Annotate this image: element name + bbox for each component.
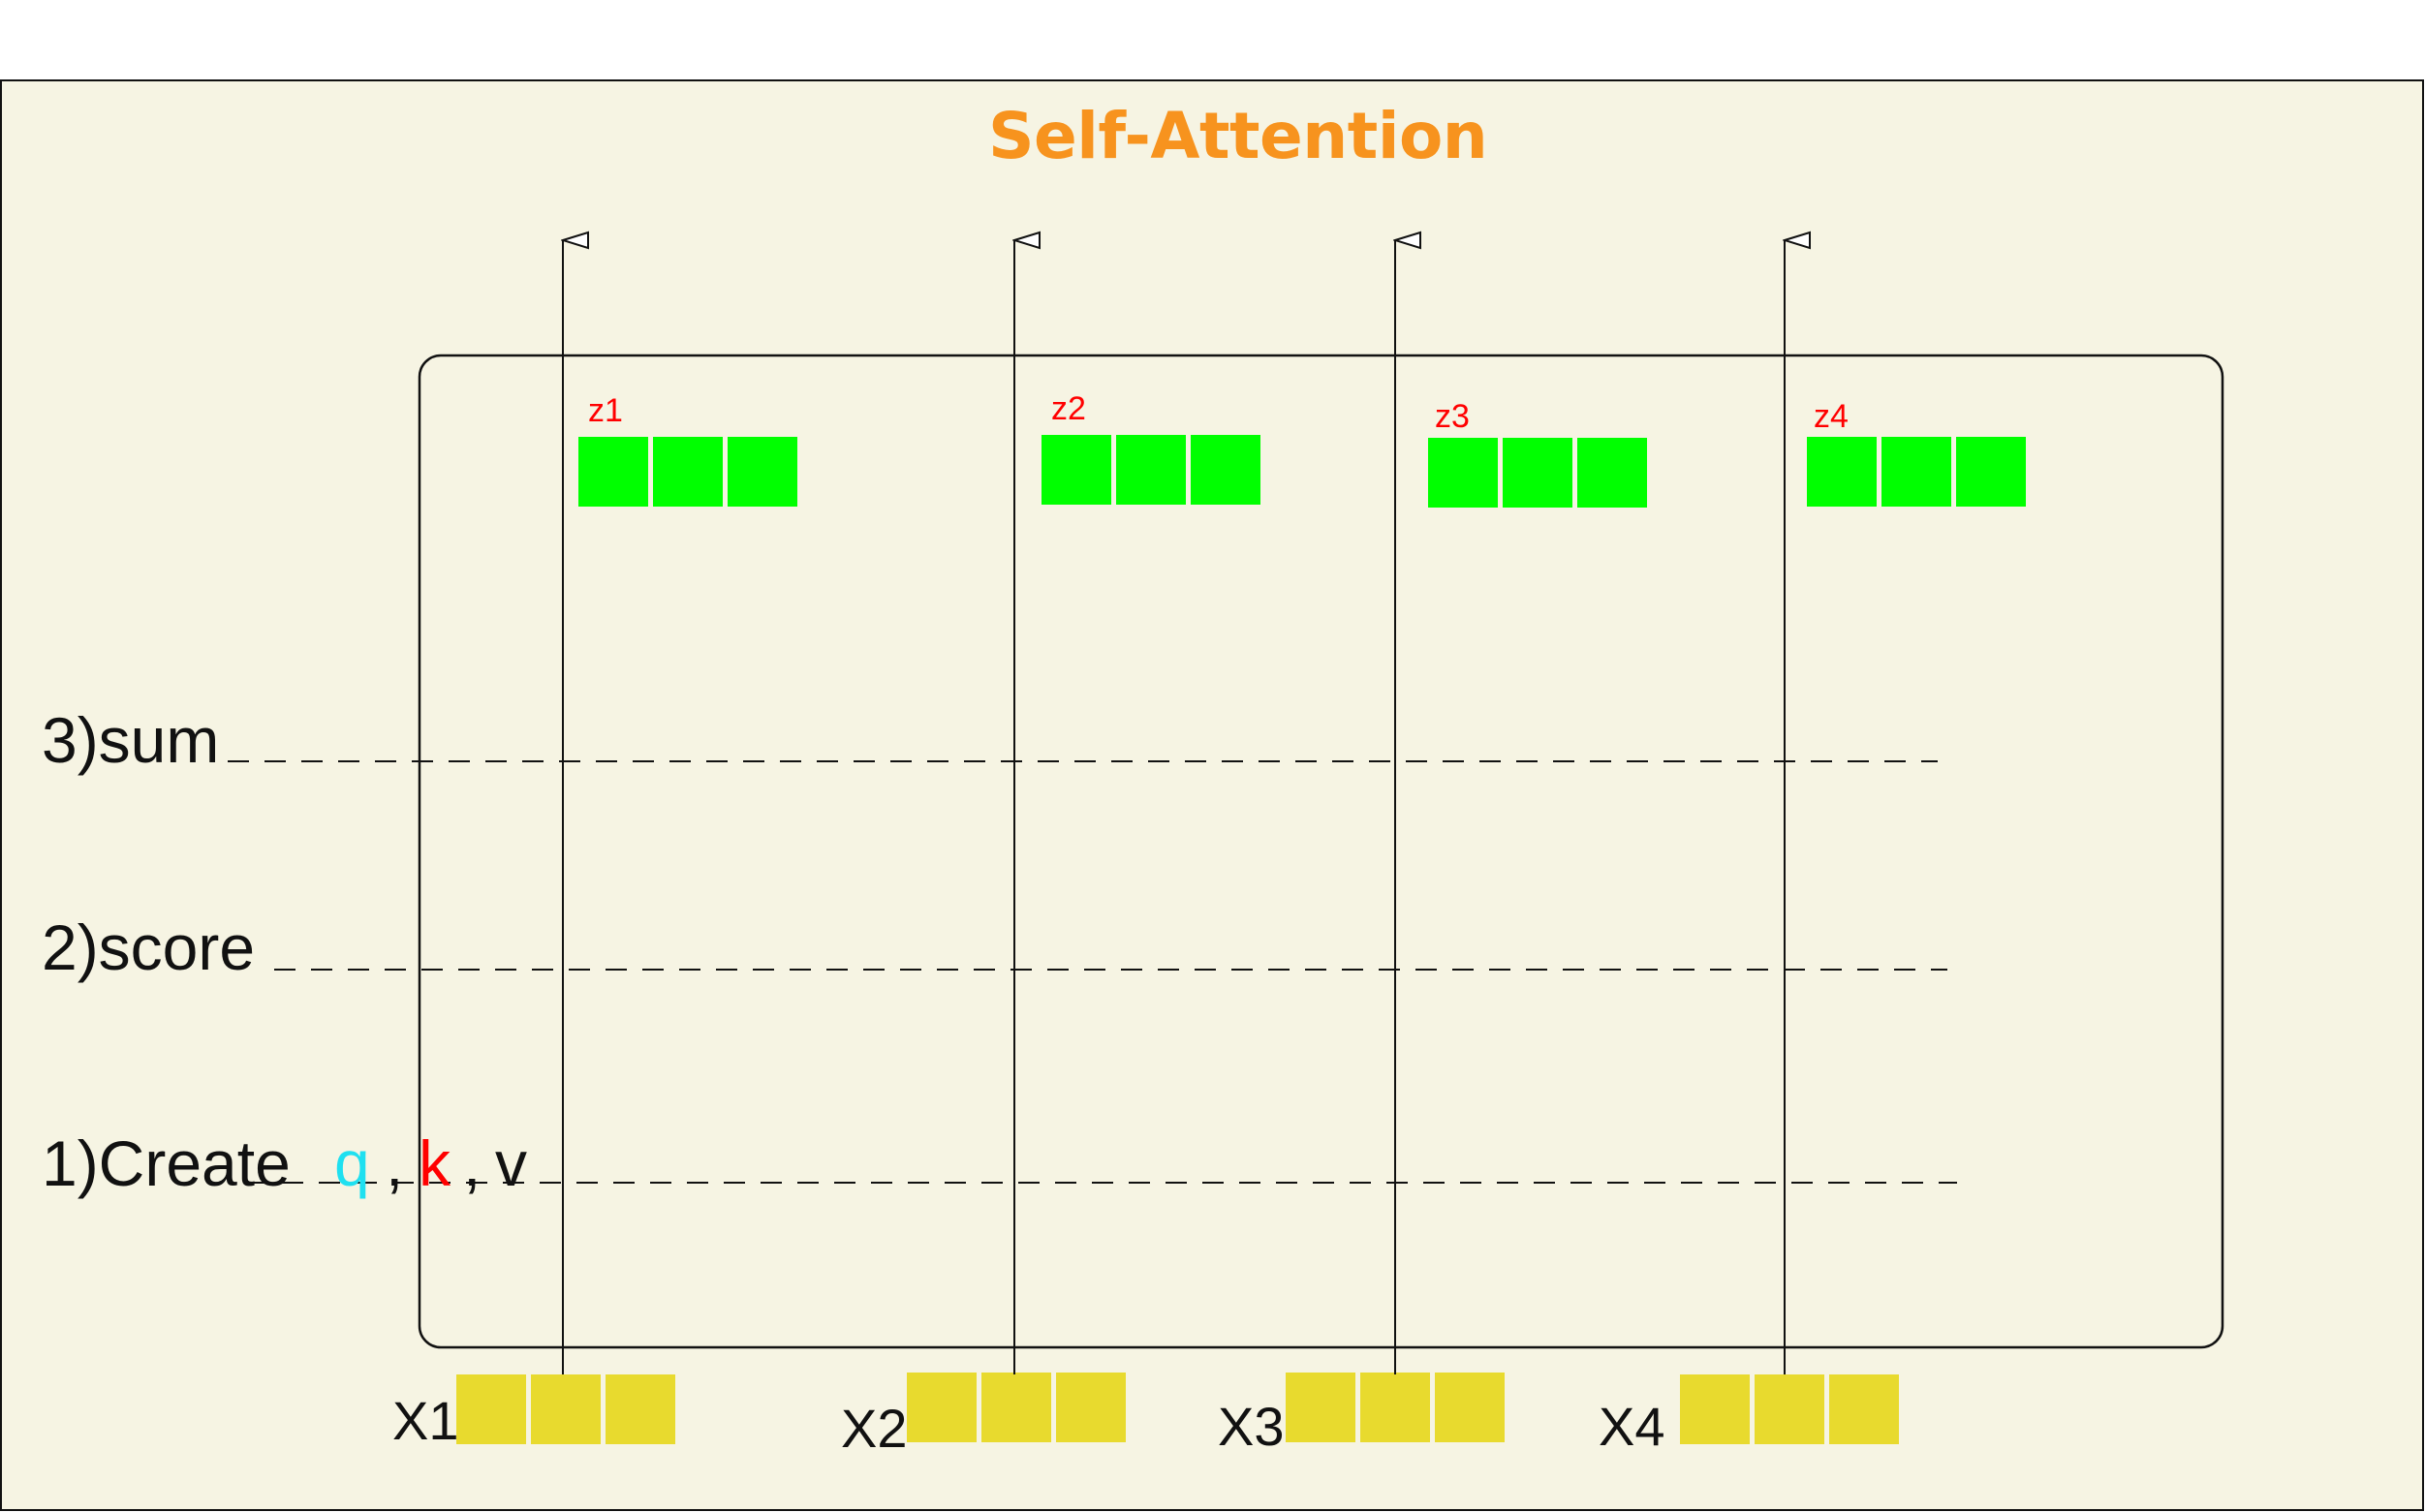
input-label-x3: X3 xyxy=(1218,1396,1285,1457)
output-vector-3-cell-3 xyxy=(1577,438,1647,508)
output-vector-4-cell-1 xyxy=(1807,437,1877,507)
output-label-z1: z1 xyxy=(588,392,623,429)
output-vector-2-cell-2 xyxy=(1116,435,1186,505)
output-vector-1-cell-3 xyxy=(728,437,797,507)
output-vector-1-cell-1 xyxy=(578,437,648,507)
output-label-z3: z3 xyxy=(1435,398,1470,435)
v-label: v xyxy=(495,1127,527,1199)
output-vector-3-cell-2 xyxy=(1503,438,1572,508)
comma-2: , xyxy=(463,1127,482,1199)
output-vector-2-cell-1 xyxy=(1042,435,1111,505)
output-label-z4: z4 xyxy=(1814,398,1849,435)
step-sum-label: 3)sum xyxy=(42,704,220,776)
k-label: k xyxy=(419,1127,451,1199)
step-create-label: 1)Create xyxy=(42,1127,291,1199)
input-label-x4: X4 xyxy=(1599,1396,1665,1457)
output-vectors xyxy=(578,435,2026,508)
output-vector-4-cell-3 xyxy=(1956,437,2026,507)
input-vector-4-cell-2 xyxy=(1755,1374,1824,1444)
diagram-background xyxy=(0,79,2424,1511)
input-label-x2: X2 xyxy=(841,1398,908,1459)
input-label-x1: X1 xyxy=(392,1390,459,1451)
input-vector-3-cell-2 xyxy=(1360,1373,1430,1442)
output-label-z2: z2 xyxy=(1051,390,1086,427)
output-vector-1-cell-2 xyxy=(653,437,723,507)
step-score-label: 2)score xyxy=(42,911,256,983)
input-vector-3-cell-1 xyxy=(1286,1373,1355,1442)
flow-arrows xyxy=(563,240,1785,1374)
input-vector-2-cell-1 xyxy=(907,1373,977,1442)
input-vectors xyxy=(456,1373,1899,1444)
output-vector-3-cell-1 xyxy=(1428,438,1498,508)
input-vector-3-cell-3 xyxy=(1435,1373,1505,1442)
diagram-title: Self-Attention xyxy=(988,99,1488,173)
q-label: q xyxy=(334,1127,370,1199)
input-vector-2-cell-2 xyxy=(981,1373,1051,1442)
input-vector-1-cell-2 xyxy=(531,1374,601,1444)
input-vector-1-cell-3 xyxy=(606,1374,675,1444)
attention-block-frame xyxy=(418,354,2224,1349)
output-vector-4-cell-2 xyxy=(1881,437,1951,507)
input-vector-4-cell-3 xyxy=(1829,1374,1899,1444)
input-vector-1-cell-1 xyxy=(456,1374,526,1444)
comma-1: , xyxy=(386,1127,404,1199)
input-vector-4-cell-1 xyxy=(1680,1374,1750,1444)
output-vector-2-cell-3 xyxy=(1191,435,1260,505)
input-vector-2-cell-3 xyxy=(1056,1373,1126,1442)
